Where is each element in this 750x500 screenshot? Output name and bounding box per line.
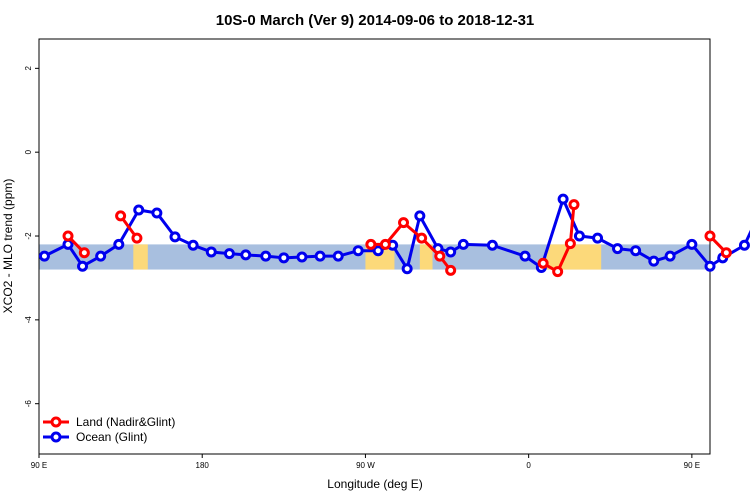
x-axis-label: Longitude (deg E) bbox=[327, 477, 422, 491]
ocean-point bbox=[519, 250, 531, 262]
ocean-point bbox=[169, 231, 181, 243]
y-tick-label: -4 bbox=[24, 316, 33, 324]
land-band bbox=[546, 244, 602, 270]
land-point bbox=[552, 266, 564, 278]
ocean-point bbox=[314, 250, 326, 262]
ocean-point bbox=[401, 263, 413, 275]
legend-land-label: Land (Nadir&Glint) bbox=[76, 415, 175, 429]
ocean-point bbox=[77, 260, 89, 272]
land-point bbox=[537, 257, 549, 269]
ocean-point bbox=[223, 248, 235, 260]
ocean-point bbox=[113, 238, 125, 250]
x-tick-label: 180 bbox=[196, 461, 210, 470]
legend-ocean-marker bbox=[50, 431, 62, 443]
land-point bbox=[434, 250, 446, 262]
ocean-point bbox=[630, 245, 642, 257]
ocean-point bbox=[352, 245, 364, 257]
ocean-point bbox=[648, 255, 660, 267]
ocean-point bbox=[612, 243, 624, 255]
ocean-point bbox=[205, 246, 217, 258]
land-band bbox=[419, 244, 433, 270]
ocean-point bbox=[62, 238, 74, 250]
land-point bbox=[568, 199, 580, 211]
land-point bbox=[379, 238, 391, 250]
ocean-point bbox=[240, 249, 252, 261]
land-point bbox=[365, 238, 377, 250]
ocean-point bbox=[372, 245, 384, 257]
chart-title: 10S-0 March (Ver 9) 2014-09-06 to 2018-1… bbox=[216, 12, 535, 29]
y-tick-label: 0 bbox=[24, 149, 33, 154]
x-tick-label: 90 W bbox=[356, 461, 375, 470]
x-axis: 90 E 180 90 W 0 90 E bbox=[31, 454, 700, 470]
land-point bbox=[720, 247, 732, 259]
y-axis-label: XCO2 - MLO trend (ppm) bbox=[1, 179, 15, 314]
ocean-point bbox=[278, 252, 290, 264]
ocean-point bbox=[260, 250, 272, 262]
ocean-point bbox=[414, 210, 426, 222]
ocean-point bbox=[133, 204, 145, 216]
ocean-point bbox=[738, 239, 750, 251]
ocean-point bbox=[704, 260, 716, 272]
land-point bbox=[115, 210, 127, 222]
ocean-point bbox=[486, 239, 498, 251]
ocean-point bbox=[557, 193, 569, 205]
ocean-point bbox=[664, 250, 676, 262]
land-point bbox=[398, 217, 410, 229]
ocean-point bbox=[95, 250, 107, 262]
y-tick-label: -6 bbox=[24, 400, 33, 408]
series-land bbox=[62, 199, 732, 278]
land-point bbox=[78, 247, 90, 259]
plot-frame bbox=[38, 38, 711, 455]
land-line bbox=[542, 204, 576, 274]
land-point bbox=[131, 232, 143, 244]
x-tick-label: 0 bbox=[526, 461, 531, 470]
legend-ocean-label: Ocean (Glint) bbox=[76, 430, 147, 444]
x-tick-label: 90 E bbox=[31, 461, 47, 470]
land-point bbox=[416, 232, 428, 244]
ocean-point bbox=[457, 238, 469, 250]
y-tick-label: -2 bbox=[24, 232, 33, 240]
ocean-point bbox=[686, 238, 698, 250]
ocean-point bbox=[573, 230, 585, 242]
land-band bbox=[133, 244, 148, 270]
ocean-point bbox=[187, 239, 199, 251]
land-point bbox=[564, 238, 576, 250]
ocean-point bbox=[151, 207, 163, 219]
y-tick-label: 2 bbox=[24, 66, 33, 71]
ocean-point bbox=[38, 250, 50, 262]
land-point bbox=[704, 230, 716, 242]
ocean-point bbox=[296, 251, 308, 263]
x-tick-label: 90 E bbox=[684, 461, 700, 470]
legend-land-marker bbox=[50, 416, 62, 428]
series-layer bbox=[38, 193, 750, 278]
ocean-point bbox=[445, 246, 457, 258]
ocean-point bbox=[592, 232, 604, 244]
land-point bbox=[445, 264, 457, 276]
land-point bbox=[62, 230, 74, 242]
ocean-point bbox=[332, 250, 344, 262]
y-axis: 2 0 -2 -4 -6 bbox=[24, 66, 39, 408]
legend: Land (Nadir&Glint) Ocean (Glint) bbox=[43, 415, 175, 444]
